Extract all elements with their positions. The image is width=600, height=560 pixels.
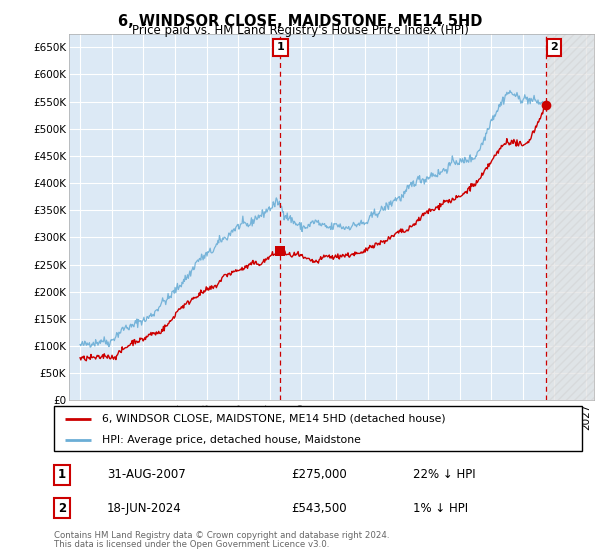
Text: 1% ↓ HPI: 1% ↓ HPI bbox=[413, 502, 468, 515]
Text: Price paid vs. HM Land Registry's House Price Index (HPI): Price paid vs. HM Land Registry's House … bbox=[131, 24, 469, 37]
Text: 22% ↓ HPI: 22% ↓ HPI bbox=[413, 468, 476, 481]
Text: 6, WINDSOR CLOSE, MAIDSTONE, ME14 5HD (detached house): 6, WINDSOR CLOSE, MAIDSTONE, ME14 5HD (d… bbox=[101, 413, 445, 423]
Text: £543,500: £543,500 bbox=[292, 502, 347, 515]
Text: 6, WINDSOR CLOSE, MAIDSTONE, ME14 5HD: 6, WINDSOR CLOSE, MAIDSTONE, ME14 5HD bbox=[118, 14, 482, 29]
Text: £275,000: £275,000 bbox=[292, 468, 347, 481]
Text: 31-AUG-2007: 31-AUG-2007 bbox=[107, 468, 185, 481]
Text: 2: 2 bbox=[58, 502, 66, 515]
Text: 2: 2 bbox=[550, 42, 558, 52]
Text: 18-JUN-2024: 18-JUN-2024 bbox=[107, 502, 182, 515]
Text: This data is licensed under the Open Government Licence v3.0.: This data is licensed under the Open Gov… bbox=[54, 540, 329, 549]
Text: 1: 1 bbox=[277, 42, 284, 52]
Text: 1: 1 bbox=[58, 468, 66, 481]
Text: Contains HM Land Registry data © Crown copyright and database right 2024.: Contains HM Land Registry data © Crown c… bbox=[54, 531, 389, 540]
Text: HPI: Average price, detached house, Maidstone: HPI: Average price, detached house, Maid… bbox=[101, 435, 361, 445]
